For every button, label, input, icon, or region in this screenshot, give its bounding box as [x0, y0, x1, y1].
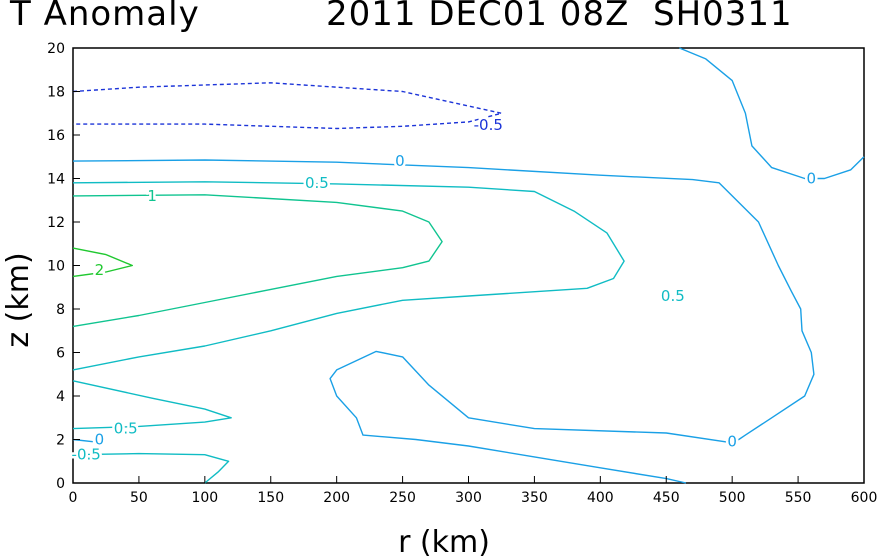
contour-label: 0	[727, 433, 737, 451]
y-tick-label: 16	[47, 128, 65, 144]
contour-label-halo: 0.5	[305, 174, 329, 192]
contour-label-halo: 2	[95, 261, 105, 279]
y-tick-label: 20	[47, 41, 65, 57]
contour-label-halo: 0.5	[114, 420, 138, 438]
contour-label-halo: -0.5	[72, 446, 101, 464]
contour-label: 0.5	[305, 174, 329, 192]
y-tick-label: 6	[56, 346, 65, 362]
x-tick-label: 200	[323, 490, 350, 506]
x-tick-label: 350	[521, 490, 548, 506]
x-tick-label: 50	[130, 490, 148, 506]
chart-subtitle: 2011 DEC01 08Z SH0311	[326, 0, 793, 34]
contour-line-neg0p5	[72, 82, 503, 130]
contour-line-0p5	[72, 380, 232, 430]
contour-line-2	[72, 247, 134, 278]
y-axis-title: z (km)	[1, 252, 36, 347]
y-tick-label: 18	[47, 85, 65, 101]
contour-label: 0	[395, 152, 405, 170]
contour-labels: -0.5-0.5000000000.50.50.50.50.50.5-0.5-0…	[69, 114, 818, 467]
contour-line-1	[72, 194, 443, 328]
x-tick-label: 550	[785, 490, 812, 506]
contour-lines	[72, 47, 865, 484]
x-tick-label: 250	[389, 490, 416, 506]
contour-label: -0.5	[474, 116, 503, 134]
y-tick-label: 2	[56, 433, 65, 449]
x-tick-label: 0	[69, 490, 78, 506]
contour-line-0	[679, 47, 865, 180]
contour-label: 1	[147, 187, 157, 205]
x-tick-label: 500	[719, 490, 746, 506]
x-tick-label: 600	[851, 490, 878, 506]
contour-label-halo: 0	[95, 431, 105, 449]
y-tick-label: 10	[47, 259, 65, 275]
x-tick-label: 450	[653, 490, 680, 506]
y-tick-label: 14	[47, 172, 65, 188]
contour-label-halo: 0	[727, 433, 737, 451]
y-tick-label: 0	[56, 476, 65, 492]
x-tick-label: 100	[191, 490, 218, 506]
y-tick-label: 4	[56, 389, 65, 405]
y-tick-label: 12	[47, 215, 65, 231]
x-tick-label: 300	[455, 490, 482, 506]
contour-label: 0.5	[661, 287, 685, 305]
contour-label: 0	[95, 431, 105, 449]
x-tick-label: 400	[587, 490, 614, 506]
chart-title: T Anomaly	[10, 0, 200, 34]
contour-label: 0.5	[114, 420, 138, 438]
contour-label-halo: 0	[806, 170, 816, 188]
contour-line-0p5	[72, 452, 230, 484]
contour-line-0p5	[72, 181, 625, 371]
contour-label-halo: -0.5	[474, 116, 503, 134]
contour-label: 0	[806, 170, 816, 188]
x-axis-ticks: 0 50 100 150 200 250 300 350 400 450 500 550 600	[69, 476, 878, 506]
y-axis-ticks: 0 2 4 6 8 10 12 14 16 18 20	[47, 41, 80, 492]
x-axis-title: r (km)	[398, 525, 490, 558]
contour-label-halo: 1	[147, 187, 157, 205]
contour-label: 2	[95, 261, 105, 279]
contour-line-0	[72, 159, 815, 484]
contour-label: -0.5	[72, 446, 101, 464]
y-tick-label: 8	[56, 302, 65, 318]
x-tick-label: 150	[257, 490, 284, 506]
contour-label-halo: 0	[395, 152, 405, 170]
contour-label-halo: 0.5	[661, 287, 685, 305]
